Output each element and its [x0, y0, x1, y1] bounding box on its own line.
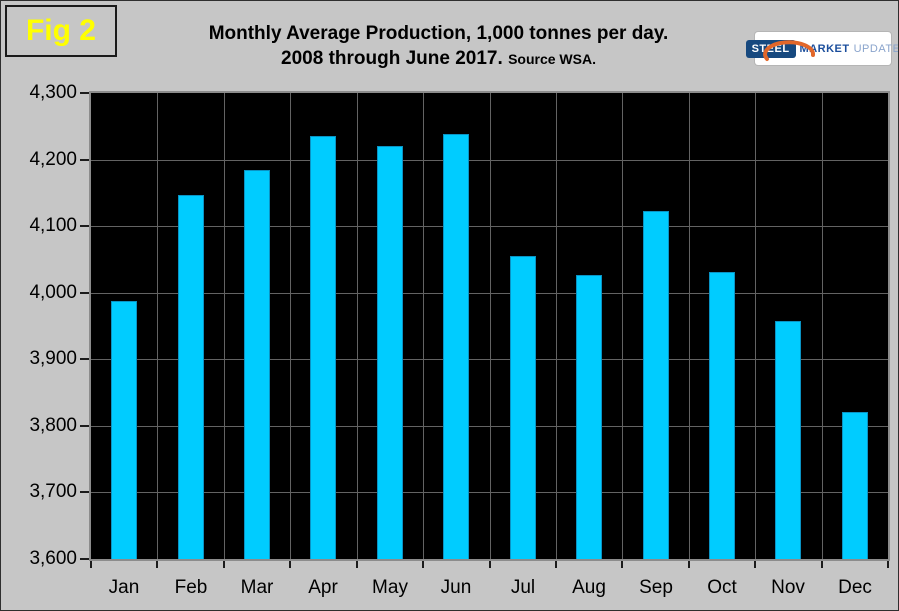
x-axis-label-mar: Mar: [240, 577, 274, 598]
h-gridline-3700: [91, 492, 888, 493]
v-gridline-8: [622, 93, 623, 559]
y-axis-tick-4000: [80, 292, 89, 294]
y-axis-label-3600: 3,600: [29, 548, 77, 569]
h-gridline-4100: [91, 226, 888, 227]
y-axis-label-3900: 3,900: [29, 348, 77, 369]
bar-jun: [443, 134, 469, 559]
y-axis-tick-3800: [80, 425, 89, 427]
v-gridline-2: [224, 93, 225, 559]
x-axis-label-jul: Jul: [510, 577, 536, 598]
v-gridline-6: [490, 93, 491, 559]
y-axis-tick-3900: [80, 358, 89, 360]
x-axis-label-jan: Jan: [108, 577, 140, 598]
y-axis-tick-3700: [80, 491, 89, 493]
steel-market-update-logo: STEEL MARKET UPDATE: [745, 32, 898, 65]
v-gridline-1: [157, 93, 158, 559]
h-gridline-3900: [91, 359, 888, 360]
x-axis-label-aug: Aug: [572, 577, 606, 598]
y-axis-label-4200: 4,200: [29, 149, 77, 170]
bar-aug: [576, 275, 602, 559]
y-axis-label-4100: 4,100: [29, 215, 77, 236]
v-gridline-4: [357, 93, 358, 559]
h-gridline-4000: [91, 293, 888, 294]
y-axis-tick-4200: [80, 159, 89, 161]
bar-sep: [643, 211, 669, 559]
chart-title: Monthly Average Production, 1,000 tonnes…: [129, 21, 748, 72]
y-axis-tick-4300: [80, 92, 89, 94]
x-axis-tick-7: [555, 561, 557, 568]
x-axis-tick-3: [289, 561, 291, 568]
x-axis-tick-9: [688, 561, 690, 568]
logo-market-text: MARKET: [799, 42, 850, 55]
chart-title-line2-text: 2008 through June 2017.: [281, 48, 503, 69]
v-gridline-5: [423, 93, 424, 559]
y-axis-label-4300: 4,300: [29, 82, 77, 103]
x-axis-label-nov: Nov: [771, 577, 805, 598]
x-axis-tick-5: [422, 561, 424, 568]
v-gridline-9: [689, 93, 690, 559]
x-axis-label-oct: Oct: [707, 577, 737, 598]
bar-jul: [510, 256, 536, 559]
h-gridline-4200: [91, 160, 888, 161]
x-axis-label-feb: Feb: [174, 577, 208, 598]
bar-dec: [842, 412, 868, 559]
x-axis-tick-4: [356, 561, 358, 568]
logo-steel-text: STEEL: [745, 39, 796, 58]
bar-mar: [244, 170, 270, 559]
bar-oct: [709, 272, 735, 559]
bar-feb: [178, 195, 204, 559]
v-gridline-10: [755, 93, 756, 559]
x-axis-tick-10: [754, 561, 756, 568]
x-axis-tick-1: [156, 561, 158, 568]
h-gridline-3800: [91, 426, 888, 427]
v-gridline-3: [290, 93, 291, 559]
x-axis-tick-0: [90, 561, 92, 568]
x-axis-label-dec: Dec: [838, 577, 872, 598]
y-axis-label-4000: 4,000: [29, 282, 77, 303]
bar-may: [377, 146, 403, 559]
x-axis-tick-2: [223, 561, 225, 568]
figure-label: Fig 2: [25, 14, 96, 47]
x-axis-tick-11: [821, 561, 823, 568]
chart-source-note: Source WSA.: [508, 51, 596, 67]
x-axis-tick-12: [887, 561, 889, 568]
v-gridline-11: [822, 93, 823, 559]
y-axis-tick-3600: [80, 558, 89, 560]
v-gridline-7: [556, 93, 557, 559]
x-axis-tick-6: [489, 561, 491, 568]
figure-badge: Fig 2: [5, 5, 117, 57]
bar-apr: [310, 136, 336, 559]
x-axis-label-may: May: [372, 577, 408, 598]
x-axis-label-jun: Jun: [440, 577, 472, 598]
x-axis-tick-8: [621, 561, 623, 568]
bar-nov: [775, 321, 801, 559]
y-axis-label-3800: 3,800: [29, 415, 77, 436]
logo-update-text: UPDATE: [853, 42, 899, 55]
x-axis-label-apr: Apr: [308, 577, 338, 598]
y-axis-tick-4100: [80, 225, 89, 227]
chart-title-line1: Monthly Average Production, 1,000 tonnes…: [208, 23, 669, 44]
plot-area: [89, 91, 890, 561]
x-axis-label-sep: Sep: [639, 577, 673, 598]
bar-jan: [111, 301, 137, 559]
chart-title-line2: 2008 through June 2017. Source WSA.: [129, 46, 748, 72]
y-axis-label-3700: 3,700: [29, 481, 77, 502]
